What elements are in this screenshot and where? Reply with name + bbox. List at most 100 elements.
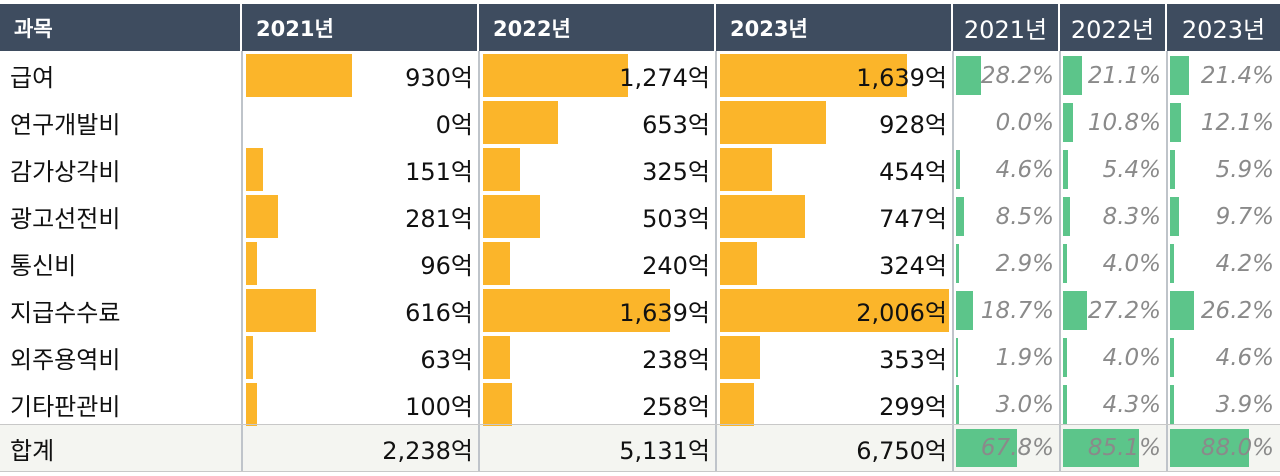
row-name-text: 지급수수료 [10,299,121,327]
amount-cell: 96억 [242,240,479,287]
amount-cell: 258억 [479,381,716,428]
row-name-text: 외주용역비 [10,346,121,374]
percent-cell: 10.8% [1060,99,1167,146]
percent-bar [1170,56,1190,95]
table-bottom-border [0,471,1280,472]
percent-label: 28.2% [980,62,1054,89]
percent-bar [1063,291,1088,330]
column-divider [1166,51,1168,471]
amount-cell: 616억 [242,287,479,334]
percent-label: 4.6% [1215,344,1274,371]
row-name-text: 감가상각비 [10,158,121,186]
percent-label: 4.0% [1102,250,1161,277]
amount-cell: 503억 [479,193,716,240]
row-name: 지급수수료 [0,287,242,334]
percent-cell: 3.9% [1167,381,1280,428]
amount-label: 281억 [405,205,473,233]
amount-label: 930억 [405,64,473,92]
amount-bar [483,195,541,238]
amount-label: 6,750억 [856,436,947,465]
percent-cell: 21.1% [1060,52,1167,99]
percent-bar [956,338,958,377]
percent-label: 2.9% [995,250,1054,277]
header-year-2022: 2022년 [479,4,716,51]
amount-bar [483,54,629,97]
percent-bar [1170,385,1174,424]
percent-cell: 4.2% [1167,240,1280,287]
row-name: 광고선전비 [0,193,242,240]
row-name: 감가상각비 [0,146,242,193]
percent-cell: 0.0% [953,99,1060,146]
percent-label: 5.9% [1215,156,1274,183]
amount-label: 0억 [435,111,473,139]
amount-label: 353억 [879,346,947,374]
amount-bar [720,336,761,379]
amount-cell: 930억 [242,52,479,99]
percent-label: 26.2% [1200,297,1274,324]
percent-label: 8.3% [1102,203,1161,230]
percent-cell: 85.1% [1060,425,1167,471]
amount-label: 1,639억 [856,64,947,92]
percent-label: 1.9% [995,344,1054,371]
amount-cell: 324억 [716,240,953,287]
amount-label: 324억 [879,252,947,280]
percent-label: 18.7% [980,297,1054,324]
row-name: 외주용역비 [0,334,242,381]
header-subject: 과목 [0,4,242,51]
percent-label: 9.7% [1215,203,1274,230]
amount-bar [483,148,521,191]
percent-cell: 5.4% [1060,146,1167,193]
amount-bar [720,148,772,191]
percent-bar [1063,150,1068,189]
column-divider [952,51,954,471]
amount-cell: 6,750억 [716,425,953,471]
amount-label: 653억 [642,111,710,139]
percent-bar [1063,197,1071,236]
percent-label: 4.0% [1102,344,1161,371]
amount-bar [246,195,279,238]
amount-bar [483,242,511,285]
percent-label: 10.8% [1087,109,1161,136]
amount-label: 1,274억 [619,64,710,92]
amount-label: 299억 [879,393,947,421]
percent-label: 85.1% [1087,435,1161,461]
amount-cell: 0억 [242,99,479,146]
percent-bar [956,291,973,330]
amount-cell: 151억 [242,146,479,193]
amount-label: 63억 [420,346,473,374]
row-name-text: 합계 [10,436,55,465]
percent-bar [956,197,964,236]
percent-label: 4.2% [1215,250,1274,277]
percent-label: 3.9% [1215,391,1274,418]
total-label: 합계 [0,425,242,471]
percent-cell: 28.2% [953,52,1060,99]
percent-cell: 8.5% [953,193,1060,240]
header-year-2023: 2023년 [716,4,953,51]
percent-label: 4.6% [995,156,1054,183]
amount-cell: 5,131억 [479,425,716,471]
percent-label: 4.3% [1102,391,1161,418]
percent-bar [956,150,961,189]
amount-label: 928억 [879,111,947,139]
column-divider [478,51,480,471]
percent-cell: 8.3% [1060,193,1167,240]
percent-cell: 1.9% [953,334,1060,381]
percent-bar [1170,291,1194,330]
percent-bar [1063,103,1073,142]
percent-label: 8.5% [995,203,1054,230]
amount-cell: 2,006억 [716,287,953,334]
percent-bar [1063,429,1140,467]
percent-bar [956,56,982,95]
percent-cell: 26.2% [1167,287,1280,334]
percent-cell: 3.0% [953,381,1060,428]
amount-bar [483,101,558,144]
amount-bar [246,148,264,191]
column-divider [715,51,717,471]
amount-label: 747억 [879,205,947,233]
percent-cell: 4.6% [953,146,1060,193]
percent-bar [1063,338,1067,377]
amount-label: 240억 [642,252,710,280]
amount-label: 258억 [642,393,710,421]
header-pct-2021: 2021년 [953,4,1060,51]
percent-label: 5.4% [1102,156,1161,183]
